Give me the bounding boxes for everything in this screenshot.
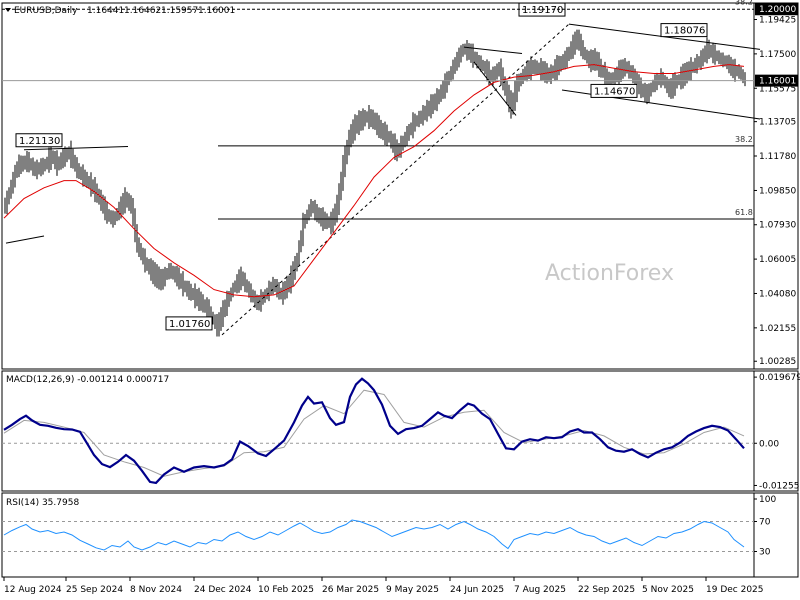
current-price-box [755,74,798,87]
current-price-label: 1.16001 [759,77,796,87]
chart-header: EURUSD,Daily 1.16441 1.16462 1.15957 1.1… [5,6,235,16]
time-tick-label: 19 Dec 2025 [706,585,764,595]
price-y-axis: 1.19425 1.17500 1.15575 1.13705 1.11780 1.098… [754,16,796,367]
level-line-marker: 38.2 1.20000 [2,0,798,16]
level-price-box [755,3,798,16]
moving-average [3,64,745,298]
annotation-box [15,133,63,148]
price-tick-label: 1.09850 [759,186,796,196]
macd-tick-label: 0.00 [759,439,779,449]
rsi-header: RSI(14) 35.7958 [6,498,79,508]
rsi-y-axis: 100 70 30 [754,495,776,558]
time-tick-label: 25 Sep 2024 [66,585,123,595]
time-tick-label: 7 Aug 2025 [514,585,566,595]
annotation-label: 1.01760 [169,319,210,330]
current-price-marker: 1.16001 [2,74,798,87]
price-tick-label: 1.15575 [759,84,796,94]
price-tick-label: 1.06005 [759,255,796,265]
time-tick-label: 10 Feb 2025 [258,585,314,595]
price-series [4,29,746,337]
rsi-series [3,519,745,551]
ohlc-high: 1.16462 [124,6,161,16]
macd-pane: 0.019679 0.00 -0.012552 MACD(12,26,9) -0.0… [1,370,800,492]
price-pane: 1.19425 1.17500 1.15575 1.13705 1.11780 1.098… [1,0,799,370]
price-tick-label: 1.02155 [759,324,796,334]
price-axis-frame [753,2,799,370]
time-tick-label: 8 Nov 2024 [130,585,182,595]
price-tick-label: 1.11780 [759,152,796,162]
annotation-label: 1.18076 [664,26,705,37]
rsi-tick-label: 30 [759,548,771,558]
annotation-box [590,83,638,98]
trendline [23,146,129,151]
price-tick-label: 1.04080 [759,289,796,299]
time-tick-label: 24 Dec 2024 [194,585,252,595]
price-tick-label: 1.17500 [759,50,796,60]
macd-axis-frame [753,370,799,492]
fib-label: 38.2 [735,135,753,144]
time-tick-label: 9 May 2025 [386,585,439,595]
macd-header: MACD(12,26,9) -0.001214 0.000717 [6,375,169,385]
rsi-tick-label: 100 [759,495,776,505]
trendline [463,46,523,55]
annotation-label: 1.21130 [19,136,60,147]
rsi-axis-frame [753,492,799,578]
macd-tick-label: 0.019679 [759,373,800,383]
level-fib-label: 38.2 [735,0,753,6]
rsi-pane-frame [1,492,755,578]
ohlc-low: 1.15957 [161,6,198,16]
ohlc-close: 1.16001 [198,6,235,16]
fib-label: 61.8 [735,208,753,217]
macd-y-axis: 0.019679 0.00 -0.012552 [754,373,800,491]
rsi-tick-label: 70 [759,518,771,528]
trendline [5,235,45,244]
ohlc-open: 1.16441 [87,6,124,16]
annotation-box [660,23,708,38]
time-tick-label: 5 Nov 2025 [642,585,694,595]
price-tick-label: 1.13705 [759,118,796,128]
watermark: ActionForex [545,261,674,286]
rsi-level-lines [2,521,754,552]
time-axis: 12 Aug 2024 25 Sep 2024 8 Nov 2024 24 Dec 2… [3,577,764,595]
level-price-label: 1.20000 [759,5,796,15]
macd-pane-frame [1,370,755,492]
time-tick-label: 12 Aug 2024 [4,585,62,595]
price-tick-label: 1.07930 [759,221,796,231]
macd-main-series [3,377,745,485]
price-tick-label: 1.00285 [759,357,796,367]
time-tick-label: 22 Sep 2025 [578,585,635,595]
price-tick-label: 1.19425 [759,16,796,26]
chart-title: EURUSD,Daily [14,6,78,16]
macd-tick-label: -0.012552 [759,481,800,491]
price-pane-frame [1,2,755,370]
price-annotations: 1.21130 1.01760 1.19170 1.18076 1.14670 [15,2,708,331]
rsi-line [3,519,745,551]
time-tick-label: 24 Jun 2025 [450,585,504,595]
moving-average-line [3,64,745,298]
macd-main-line [3,377,745,485]
rsi-pane: 100 70 30 RSI(14) 35.7958 [1,492,799,578]
annotation-label: 1.14670 [594,86,635,97]
time-tick-label: 26 Mar 2025 [322,585,379,595]
annotation-label: 1.19170 [522,5,563,16]
annotation-box [165,316,213,331]
collapse-triangle-icon[interactable] [5,8,11,12]
